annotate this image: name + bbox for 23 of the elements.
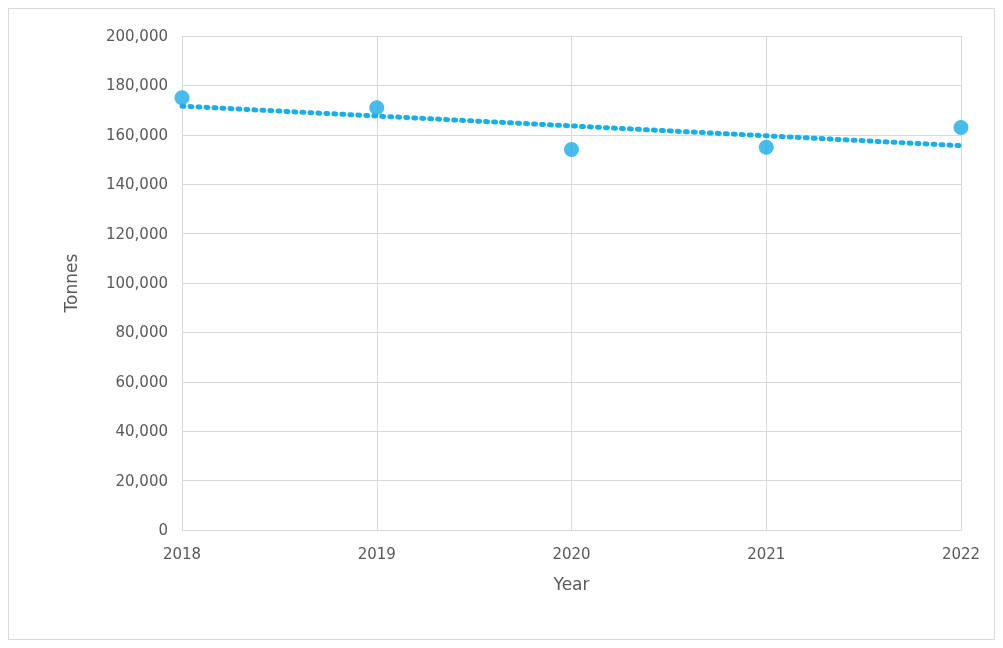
x-tick-label: 2018: [162, 544, 202, 563]
y-tick-label: 20,000: [115, 471, 168, 490]
y-tick-label: 80,000: [115, 323, 168, 342]
y-tick-label: 180,000: [105, 76, 168, 95]
y-tick-label: 0: [158, 521, 168, 539]
x-tick-label: 2020: [552, 544, 591, 563]
y-tick-label: 60,000: [115, 372, 168, 391]
y-tick-label: 40,000: [115, 422, 168, 441]
y-tick-label: 140,000: [105, 175, 168, 194]
y-axis-title: Tonnes: [60, 253, 81, 314]
y-tick-label: 100,000: [105, 274, 168, 292]
x-axis-title: Year: [552, 573, 590, 594]
point: [369, 100, 385, 116]
point: [953, 119, 969, 135]
x-tick-label: 2022: [941, 544, 981, 563]
x-tick-label: 2021: [747, 544, 786, 563]
point: [564, 142, 579, 158]
point: [174, 90, 190, 106]
y-tick-label: 160,000: [105, 125, 168, 144]
point: [758, 139, 774, 155]
y-tick-label: 200,000: [105, 27, 168, 45]
x-tick-label: 2019: [357, 544, 396, 563]
y-tick-label: 120,000: [105, 224, 168, 243]
